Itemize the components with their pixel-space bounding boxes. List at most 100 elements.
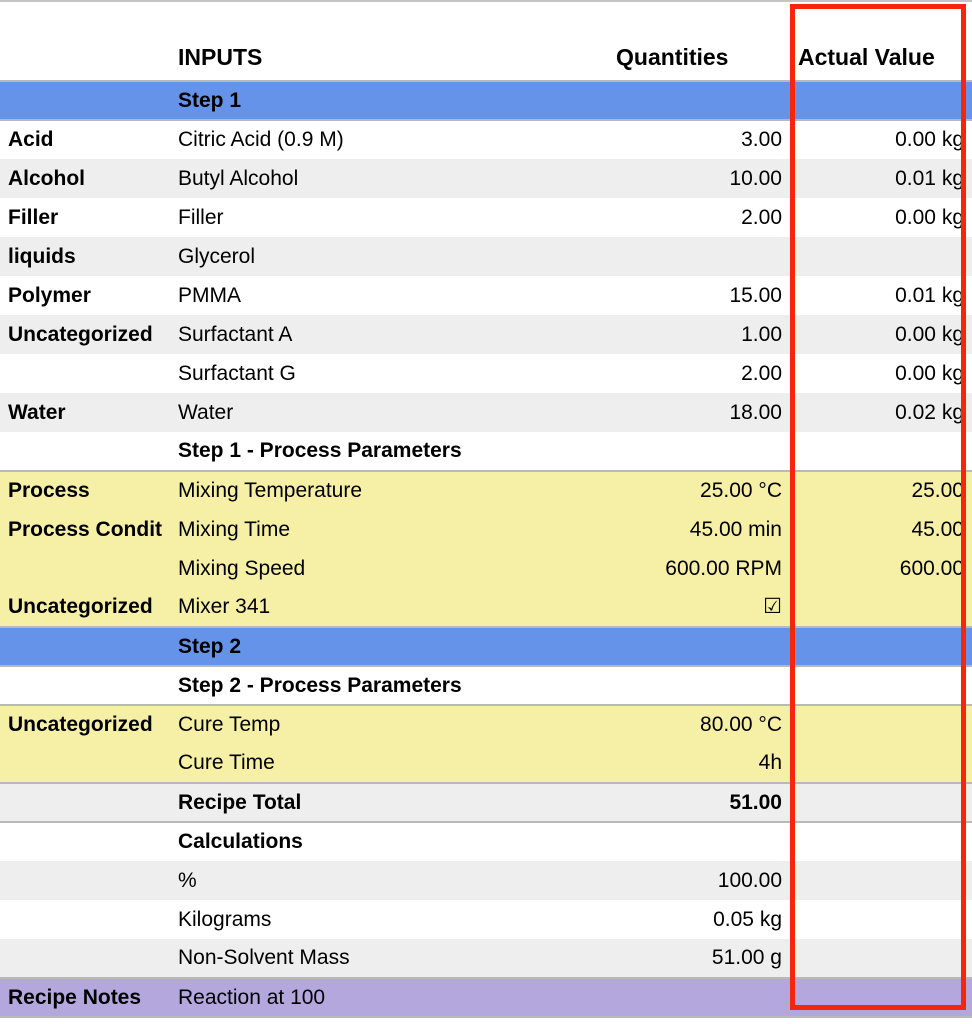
cell-actual-value[interactable]: [790, 782, 972, 823]
cell-quantity[interactable]: 3.00: [608, 120, 790, 159]
cell-actual-value[interactable]: 45.00: [790, 510, 972, 549]
cell-quantity[interactable]: [608, 822, 790, 861]
table-row[interactable]: Recipe Total 51.00: [0, 782, 972, 823]
cell-input-name[interactable]: Step 1 - Process Parameters: [170, 432, 608, 471]
column-header-quantities[interactable]: Quantities: [608, 0, 790, 81]
cell-quantity[interactable]: 25.00 °C: [608, 470, 790, 510]
cell-actual-value[interactable]: [790, 237, 972, 276]
cell-actual-value[interactable]: [790, 666, 972, 705]
cell-category[interactable]: Acid: [0, 120, 170, 159]
cell-category[interactable]: liquids: [0, 237, 170, 276]
cell-quantity[interactable]: [608, 237, 790, 276]
cell-input-name[interactable]: PMMA: [170, 276, 608, 315]
cell-input-name[interactable]: Mixing Time: [170, 510, 608, 549]
cell-actual-value[interactable]: 600.00: [790, 549, 972, 588]
checkbox-checked-icon[interactable]: ☑: [763, 595, 782, 618]
cell-actual-value[interactable]: [790, 900, 972, 939]
cell-actual-value[interactable]: [790, 80, 972, 121]
cell-actual-value[interactable]: [790, 626, 972, 667]
cell-quantity[interactable]: 1.00: [608, 315, 790, 354]
table-row[interactable]: liquids Glycerol: [0, 237, 972, 276]
table-row[interactable]: % 100.00: [0, 861, 972, 900]
cell-category[interactable]: [0, 900, 170, 939]
cell-category[interactable]: Uncategorized: [0, 588, 170, 628]
cell-category[interactable]: Alcohol: [0, 159, 170, 198]
table-row[interactable]: Step 2: [0, 626, 972, 667]
cell-input-name[interactable]: Butyl Alcohol: [170, 159, 608, 198]
cell-actual-value[interactable]: [790, 822, 972, 861]
cell-quantity[interactable]: 80.00 °C: [608, 704, 790, 744]
table-row[interactable]: Alcohol Butyl Alcohol 10.00 0.01 kg: [0, 159, 972, 198]
cell-input-name[interactable]: Cure Temp: [170, 704, 608, 744]
table-row[interactable]: Water Water 18.00 0.02 kg: [0, 393, 972, 432]
cell-category[interactable]: [0, 626, 170, 667]
cell-input-name[interactable]: Cure Time: [170, 744, 608, 784]
cell-quantity[interactable]: 45.00 min: [608, 510, 790, 549]
table-row[interactable]: Uncategorized Surfactant A 1.00 0.00 kg: [0, 315, 972, 354]
table-row[interactable]: Filler Filler 2.00 0.00 kg: [0, 198, 972, 237]
cell-category[interactable]: [0, 939, 170, 978]
cell-input-name[interactable]: Calculations: [170, 822, 608, 861]
cell-category[interactable]: [0, 80, 170, 121]
cell-input-name[interactable]: %: [170, 861, 608, 900]
cell-input-name[interactable]: Step 2 - Process Parameters: [170, 666, 608, 705]
cell-input-name[interactable]: Step 1: [170, 80, 608, 121]
cell-input-name[interactable]: Mixing Temperature: [170, 470, 608, 510]
table-row[interactable]: Polymer PMMA 15.00 0.01 kg: [0, 276, 972, 315]
cell-quantity[interactable]: 10.00: [608, 159, 790, 198]
cell-input-name[interactable]: Filler: [170, 198, 608, 237]
cell-input-name[interactable]: Water: [170, 393, 608, 432]
table-row[interactable]: Kilograms 0.05 kg: [0, 900, 972, 939]
cell-input-name[interactable]: Non-Solvent Mass: [170, 939, 608, 978]
cell-quantity[interactable]: 15.00: [608, 276, 790, 315]
table-row[interactable]: Uncategorized Cure Temp 80.00 °C: [0, 704, 972, 744]
cell-quantity[interactable]: 51.00: [608, 782, 790, 823]
cell-actual-value[interactable]: [790, 977, 972, 1018]
cell-actual-value[interactable]: [790, 588, 972, 628]
cell-category[interactable]: [0, 432, 170, 471]
cell-actual-value[interactable]: 0.02 kg: [790, 393, 972, 432]
cell-input-name[interactable]: Step 2: [170, 626, 608, 667]
cell-actual-value[interactable]: 0.01 kg: [790, 159, 972, 198]
table-row[interactable]: Uncategorized Mixer 341 ☑: [0, 588, 972, 628]
table-row[interactable]: Calculations: [0, 822, 972, 861]
column-header-inputs[interactable]: INPUTS: [170, 0, 608, 81]
table-row[interactable]: Non-Solvent Mass 51.00 g: [0, 939, 972, 978]
cell-input-name[interactable]: Mixer 341: [170, 588, 608, 628]
cell-input-name[interactable]: Surfactant A: [170, 315, 608, 354]
cell-category[interactable]: Filler: [0, 198, 170, 237]
cell-quantity[interactable]: 2.00: [608, 354, 790, 393]
cell-quantity[interactable]: 600.00 RPM: [608, 549, 790, 588]
cell-actual-value[interactable]: [790, 432, 972, 471]
cell-input-name[interactable]: Reaction at 100: [170, 977, 608, 1018]
cell-category[interactable]: Uncategorized: [0, 315, 170, 354]
cell-actual-value[interactable]: 0.00 kg: [790, 354, 972, 393]
column-header-category[interactable]: [0, 0, 170, 81]
cell-quantity[interactable]: 4h: [608, 744, 790, 784]
cell-actual-value[interactable]: 0.01 kg: [790, 276, 972, 315]
table-row[interactable]: Step 1 - Process Parameters: [0, 432, 972, 471]
table-row[interactable]: Surfactant G 2.00 0.00 kg: [0, 354, 972, 393]
cell-input-name[interactable]: Surfactant G: [170, 354, 608, 393]
cell-quantity[interactable]: 18.00: [608, 393, 790, 432]
cell-quantity[interactable]: [608, 977, 790, 1018]
cell-quantity[interactable]: 100.00: [608, 861, 790, 900]
cell-category[interactable]: [0, 861, 170, 900]
table-row[interactable]: Mixing Speed 600.00 RPM 600.00: [0, 549, 972, 588]
column-header-actual-value[interactable]: Actual Value: [790, 0, 972, 81]
cell-category[interactable]: [0, 666, 170, 705]
cell-quantity[interactable]: ☑: [608, 588, 790, 628]
cell-quantity[interactable]: 0.05 kg: [608, 900, 790, 939]
cell-quantity[interactable]: [608, 666, 790, 705]
cell-category[interactable]: Process: [0, 470, 170, 510]
cell-input-name[interactable]: Recipe Total: [170, 782, 608, 823]
cell-category[interactable]: [0, 782, 170, 823]
cell-category[interactable]: [0, 744, 170, 784]
cell-actual-value[interactable]: [790, 939, 972, 978]
cell-category[interactable]: Uncategorized: [0, 704, 170, 744]
cell-quantity[interactable]: [608, 432, 790, 471]
table-row[interactable]: Cure Time 4h: [0, 744, 972, 784]
cell-input-name[interactable]: Kilograms: [170, 900, 608, 939]
cell-actual-value[interactable]: 0.00 kg: [790, 315, 972, 354]
cell-input-name[interactable]: Citric Acid (0.9 M): [170, 120, 608, 159]
